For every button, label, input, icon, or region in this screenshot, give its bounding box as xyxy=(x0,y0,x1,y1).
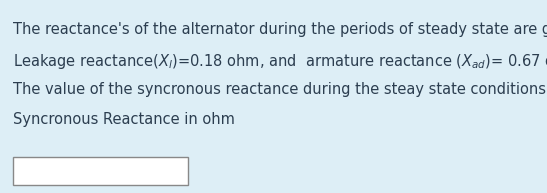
Text: Syncronous Reactance in ohm: Syncronous Reactance in ohm xyxy=(13,112,235,127)
Text: The value of the syncronous reactance during the steay state conditions is: The value of the syncronous reactance du… xyxy=(13,82,547,97)
FancyBboxPatch shape xyxy=(13,157,188,185)
Text: Leakage reactance$(X_l)$=0.18 ohm, and  armature reactance $(X_{ad})$= 0.67 ohm.: Leakage reactance$(X_l)$=0.18 ohm, and a… xyxy=(13,52,547,71)
Text: The reactance's of the alternator during the periods of steady state are given b: The reactance's of the alternator during… xyxy=(13,22,547,37)
